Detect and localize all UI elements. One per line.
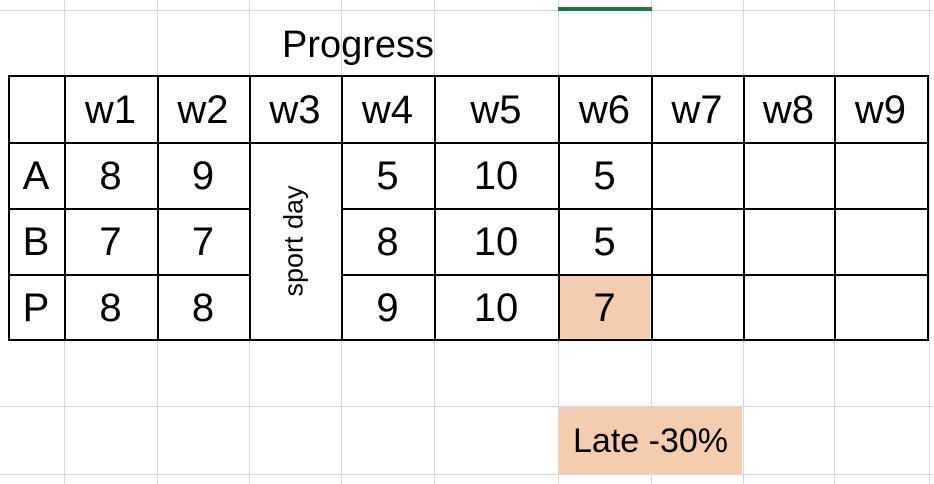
cell-b-w1[interactable]: 7 [99,220,122,264]
cell-b-w4[interactable]: 8 [376,220,399,264]
cell-b-w7[interactable] [651,210,743,274]
cell-b-w2[interactable]: 7 [191,220,215,264]
header-w2[interactable]: w2 [177,87,229,132]
selected-cell-border [558,7,652,11]
header-w3[interactable]: w3 [269,87,321,132]
cell-p-w6-late[interactable]: 7 [593,285,616,330]
header-w6[interactable]: w6 [578,87,631,132]
row-label-p[interactable]: P [22,285,50,330]
cell-b-w8[interactable] [743,210,834,274]
late-penalty-label[interactable]: Late -30% [573,421,728,460]
late-label-fill [559,407,742,474]
cell-a-w4[interactable]: 5 [376,154,399,198]
cell-p-w4[interactable]: 9 [376,285,399,330]
header-w9[interactable]: w9 [854,87,907,132]
late-highlight-cell [560,276,650,339]
cell-a-w1[interactable]: 8 [99,154,122,198]
cell-b-w9[interactable] [834,210,927,274]
cell-p-w5[interactable]: 10 [473,285,519,330]
cell-p-w9[interactable] [834,276,927,339]
cell-a-w6[interactable]: 5 [593,154,616,198]
row-label-b[interactable]: B [22,220,50,264]
cell-a-w9[interactable] [834,144,927,208]
cell-p-w8[interactable] [743,276,834,339]
cell-p-w2[interactable]: 8 [191,285,215,330]
header-w8[interactable]: w8 [762,87,815,132]
cell-p-w7[interactable] [651,276,743,339]
cell-p-w1[interactable]: 8 [99,285,122,330]
cell-a-w2[interactable]: 9 [191,154,215,198]
sport-day-merged-cell[interactable]: sport day [278,185,309,297]
sheet-title[interactable]: Progress [281,24,435,66]
cell-a-w5[interactable]: 10 [473,154,519,198]
header-w7[interactable]: w7 [671,87,723,132]
header-w4[interactable]: w4 [361,87,414,132]
cell-b-w6[interactable]: 5 [593,220,616,264]
row-label-a[interactable]: A [22,154,50,198]
cell-a-w7[interactable] [651,144,743,208]
header-w1[interactable]: w1 [84,87,137,132]
cell-a-w8[interactable] [743,144,834,208]
header-w5[interactable]: w5 [470,87,522,132]
cell-b-w5[interactable]: 10 [473,220,519,264]
